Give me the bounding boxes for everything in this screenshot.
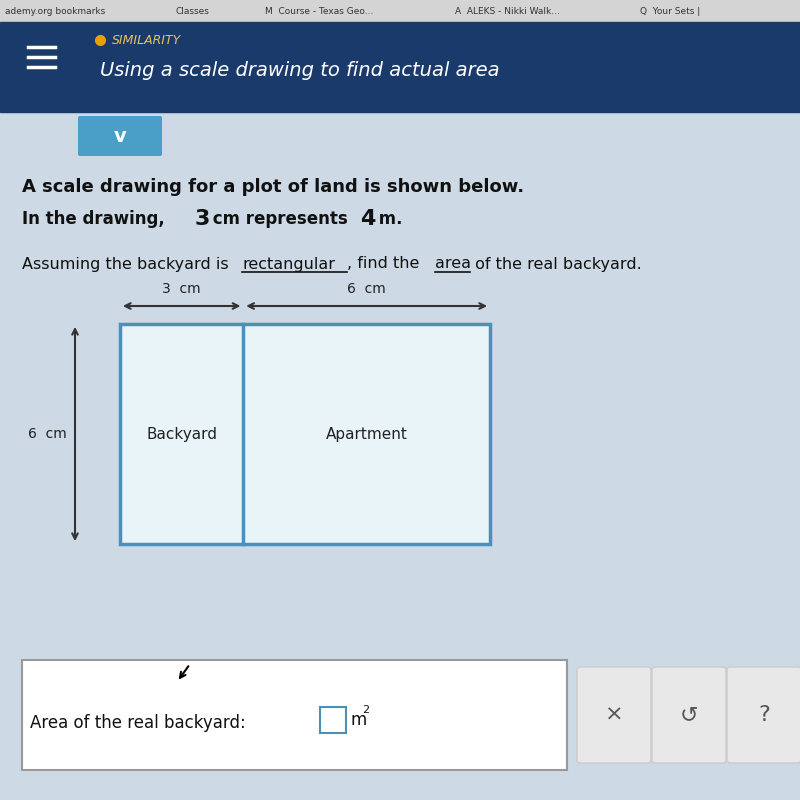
Text: ?: ? <box>758 705 770 725</box>
Text: 4: 4 <box>360 209 375 229</box>
Text: 3: 3 <box>195 209 210 229</box>
Text: Apartment: Apartment <box>326 426 408 442</box>
Text: ×: × <box>605 705 623 725</box>
FancyBboxPatch shape <box>78 116 162 156</box>
Bar <box>0 22 800 112</box>
Bar <box>0 0 800 22</box>
Bar <box>120 324 490 544</box>
Text: v: v <box>114 126 126 146</box>
Text: m: m <box>350 711 366 729</box>
Text: of the real backyard.: of the real backyard. <box>470 257 642 271</box>
Text: ↺: ↺ <box>680 705 698 725</box>
Text: 6  cm: 6 cm <box>347 282 386 296</box>
FancyBboxPatch shape <box>577 667 651 763</box>
Text: 6  cm: 6 cm <box>28 427 67 441</box>
Text: 2: 2 <box>362 705 369 715</box>
Text: m.: m. <box>373 210 402 228</box>
Text: rectangular: rectangular <box>242 257 335 271</box>
Bar <box>320 707 346 733</box>
Text: Using a scale drawing to find actual area: Using a scale drawing to find actual are… <box>100 61 500 79</box>
Text: SIMILARITY: SIMILARITY <box>112 34 182 46</box>
Text: 3  cm: 3 cm <box>162 282 201 296</box>
Text: ademy.org bookmarks: ademy.org bookmarks <box>5 6 106 15</box>
Text: M  Course - Texas Geo...: M Course - Texas Geo... <box>265 6 374 15</box>
Text: A  ALEKS - Nikki Walk...: A ALEKS - Nikki Walk... <box>455 6 560 15</box>
Text: cm represents: cm represents <box>207 210 354 228</box>
Text: Backyard: Backyard <box>146 426 217 442</box>
Text: In the drawing,: In the drawing, <box>22 210 170 228</box>
Bar <box>22 660 567 770</box>
Text: area: area <box>435 257 471 271</box>
Text: , find the: , find the <box>347 257 425 271</box>
Text: Classes: Classes <box>175 6 209 15</box>
Text: Q  Your Sets |: Q Your Sets | <box>640 6 700 15</box>
Text: Area of the real backyard:: Area of the real backyard: <box>30 714 246 732</box>
Text: Assuming the backyard is: Assuming the backyard is <box>22 257 234 271</box>
FancyBboxPatch shape <box>727 667 800 763</box>
Bar <box>120 324 490 544</box>
FancyBboxPatch shape <box>652 667 726 763</box>
Text: A scale drawing for a plot of land is shown below.: A scale drawing for a plot of land is sh… <box>22 178 524 196</box>
